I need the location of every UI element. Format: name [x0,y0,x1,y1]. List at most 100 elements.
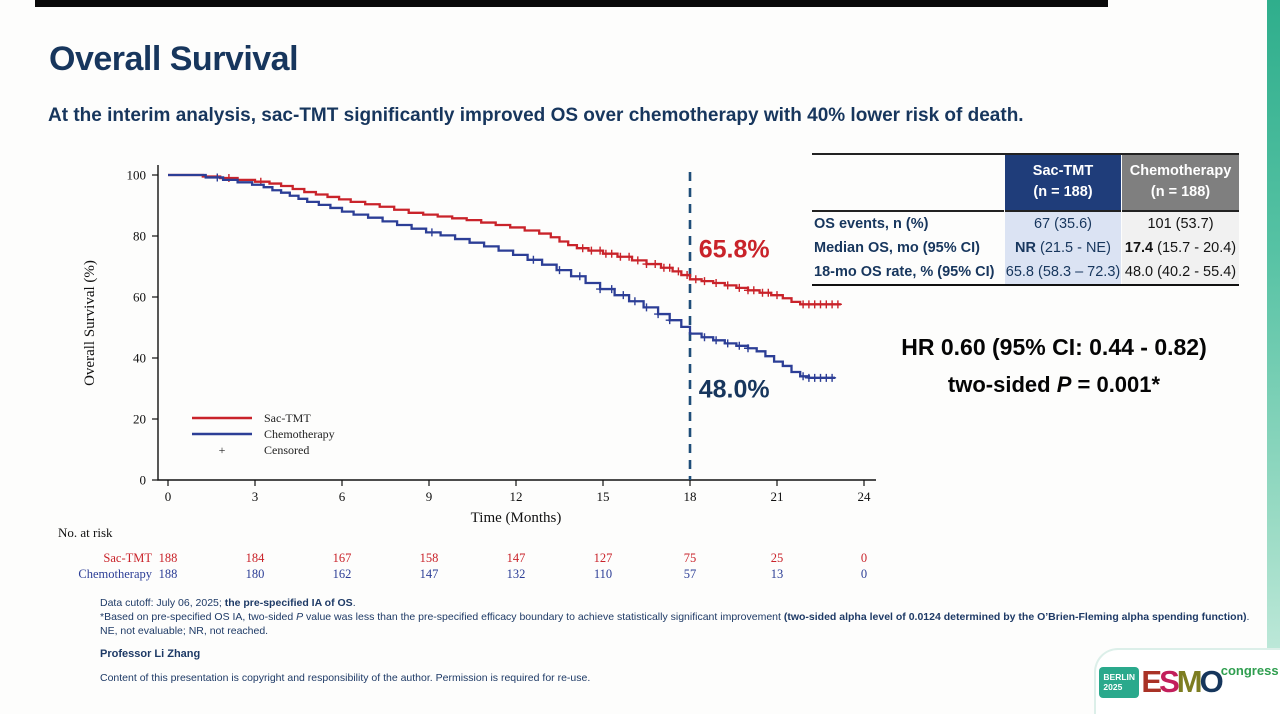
censor-mark [683,271,692,280]
esmo-letter: O [1199,664,1224,699]
censor-mark [691,275,700,284]
censor-mark [712,278,721,287]
cell-text: 65.8 (58.3 – 72.3) [1005,264,1121,280]
censor-mark [529,255,538,264]
y-tick-label: 0 [140,473,147,488]
y-tick-label: 20 [133,412,146,427]
slide-subtitle: At the interim analysis, sac-TMT signifi… [48,105,1024,126]
risk-table-title: No. at risk [58,525,113,540]
y-tick-label: 100 [127,168,147,183]
censor-mark [744,344,752,353]
col-title: Sac-TMT [1032,163,1094,179]
row-label-os-events: OS events, n (%) [814,216,929,232]
footnote-abbreviations: NE, not evaluable; NR, not reached. [100,625,269,637]
censor-mark [651,260,660,269]
censor-mark [654,310,663,319]
censor-mark [700,333,709,342]
row-label-median-os: Median OS, mo (95% CI) [814,240,980,256]
risk-count: 184 [246,551,266,565]
summary-table: Sac-TMT (n = 188) Chemotherapy (n = 188)… [812,153,1239,286]
cell-18mo-rate-chemo: 48.0 (40.2 - 55.4) [1122,260,1239,284]
footnotes: Data cutoff: July 06, 2025; the pre-spec… [100,596,1250,685]
top-letterbox-bar [35,0,1108,7]
censor-mark [596,246,605,255]
risk-count: 110 [594,567,612,581]
censor-mark [723,339,732,348]
kaplan-meier-plot: 0 20 40 60 80 100 0 3 6 9 12 15 18 21 24 Time (Months) O… [58,165,876,581]
censor-mark [674,267,683,276]
page-title: Overall Survival [49,40,299,78]
badge-city: BERLIN [1103,671,1136,682]
x-tick-label: 12 [510,489,523,504]
risk-count: 162 [333,567,352,581]
cell-text: 101 (53.7) [1147,216,1214,232]
censor-mark [630,297,639,306]
risk-count: 0 [861,551,867,565]
censor-mark [735,341,744,350]
censor-mark [427,228,436,237]
summary-col-header-sac-tmt: Sac-TMT (n = 188) [1005,155,1121,212]
esmo-wordmark: ESMO [1141,664,1224,699]
km-curve-chemotherapy [168,173,835,379]
esmo-berlin-2025-badge: BERLIN 2025 [1099,666,1140,698]
censor-mark [642,260,651,269]
risk-count: 0 [861,567,867,581]
legend-censored-symbol: + [219,443,226,457]
censor-mark [799,372,808,381]
censor-mark [596,285,605,294]
risk-count: 180 [246,567,265,581]
y-tick-label: 60 [133,290,146,305]
x-tick-label: 21 [771,489,784,504]
censor-mark [712,336,721,345]
cell-os-events-sac: 67 (35.6) [1005,212,1121,236]
legend-label: Chemotherapy [264,427,335,441]
risk-count: 188 [159,567,178,581]
censor-mark [665,263,674,272]
fn-bold: the pre-specified IA of OS [224,597,353,609]
risk-row-label: Chemotherapy [78,567,152,581]
risk-count: 127 [594,551,613,565]
km-curve-sac-tmt [168,173,841,306]
fn-italic: P [296,611,304,623]
presenter-name: Professor Li Zhang [100,648,201,660]
congress-label: congress [1220,663,1279,678]
cell-median-os-sac: NR (21.5 - NE) [1005,236,1121,260]
p-symbol: P [1056,372,1072,397]
risk-row-label: Sac-TMT [103,551,152,565]
x-tick-label: 18 [684,489,697,504]
censor-mark [833,300,842,309]
esmo-letter: M [1176,664,1203,699]
fn-text: value was less than the pre-specified ef… [303,611,784,623]
risk-count: 167 [333,551,352,565]
censor-mark [700,277,709,286]
censor-mark [587,246,596,255]
censor-mark [213,173,222,182]
censor-mark [642,303,651,312]
risk-count: 57 [684,567,697,581]
risk-count: 158 [420,551,439,565]
esmo-letter: E [1141,664,1162,699]
risk-count: 188 [159,551,178,565]
censor-mark [665,316,674,325]
cell-text: 67 (35.6) [1033,216,1093,232]
cell-text: 48.0 (40.2 - 55.4) [1124,264,1237,280]
p-prefix: two-sided [947,372,1057,397]
risk-count: 75 [684,551,697,565]
censor-mark [764,288,773,297]
risk-count: 13 [771,567,784,581]
x-tick-label: 15 [597,489,610,504]
landmark-label: 48.0% [699,376,770,404]
censor-mark [749,286,758,295]
fn-text: . [1246,611,1250,623]
censor-mark [735,283,744,292]
fn-text: *Based on pre-specified OS IA, two-sided [100,611,297,623]
row-label-18mo-os-rate: 18-mo OS rate, % (95% CI) [814,264,995,280]
censor-mark [607,285,616,294]
right-accent-strip [1267,0,1280,712]
badge-year: 2025 [1103,681,1123,692]
summary-col-header-chemotherapy: Chemotherapy (n = 188) [1122,155,1239,212]
censor-mark [619,291,628,300]
esmo-letter: S [1159,664,1180,699]
landmark-label: 65.8% [699,235,770,263]
x-tick-label: 24 [858,489,872,504]
